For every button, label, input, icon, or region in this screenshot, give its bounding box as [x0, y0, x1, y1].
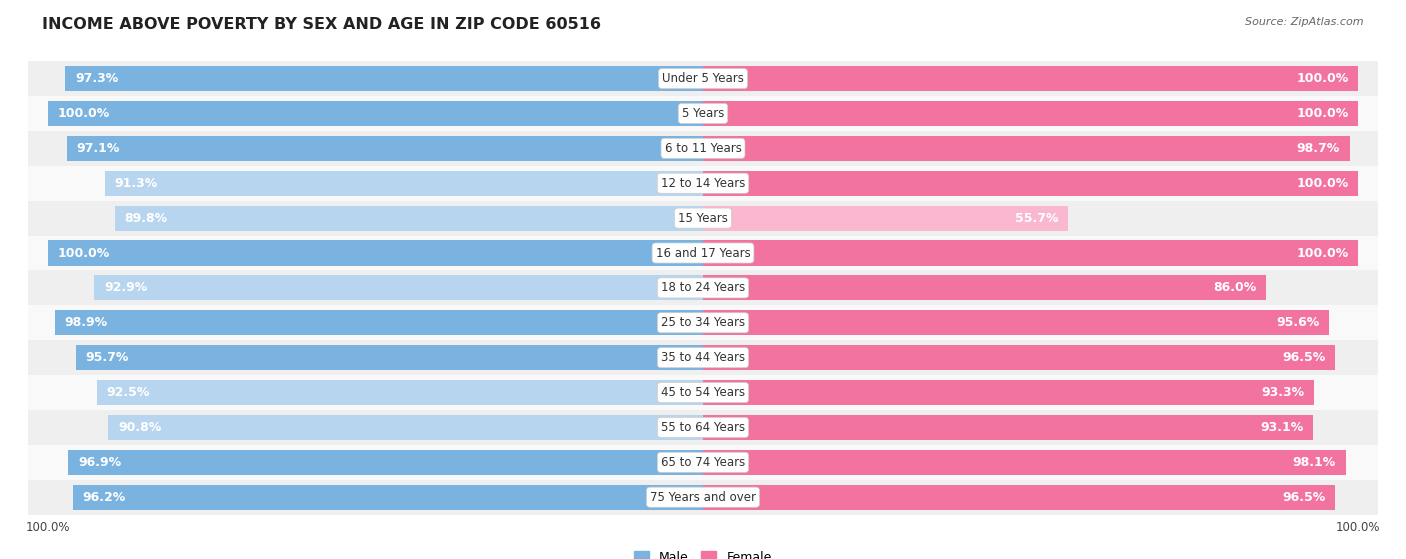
Bar — [94, 276, 703, 300]
Text: 93.1%: 93.1% — [1260, 421, 1303, 434]
Bar — [108, 415, 703, 440]
Bar — [67, 450, 703, 475]
Text: 98.7%: 98.7% — [1296, 142, 1340, 155]
Bar — [703, 101, 1358, 126]
Text: 65 to 74 Years: 65 to 74 Years — [661, 456, 745, 469]
Text: 100.0%: 100.0% — [1296, 247, 1348, 259]
Bar — [55, 310, 703, 335]
Text: 55 to 64 Years: 55 to 64 Years — [661, 421, 745, 434]
Text: 92.5%: 92.5% — [107, 386, 150, 399]
Text: 95.7%: 95.7% — [86, 351, 129, 364]
Bar — [0, 96, 1406, 131]
Bar — [703, 206, 1069, 231]
Text: Under 5 Years: Under 5 Years — [662, 72, 744, 85]
Text: 100.0%: 100.0% — [58, 247, 110, 259]
Bar — [115, 206, 703, 231]
Text: 89.8%: 89.8% — [125, 212, 167, 225]
Text: 97.3%: 97.3% — [76, 72, 118, 85]
Text: 100.0%: 100.0% — [1336, 521, 1381, 534]
Text: 93.3%: 93.3% — [1261, 386, 1305, 399]
Bar — [0, 375, 1406, 410]
Text: 35 to 44 Years: 35 to 44 Years — [661, 351, 745, 364]
Bar — [703, 380, 1315, 405]
Bar — [0, 445, 1406, 480]
Bar — [97, 380, 703, 405]
Bar — [703, 345, 1336, 370]
Text: 96.5%: 96.5% — [1282, 491, 1326, 504]
Text: 100.0%: 100.0% — [58, 107, 110, 120]
Bar — [0, 410, 1406, 445]
Text: 86.0%: 86.0% — [1213, 281, 1257, 295]
Text: 55.7%: 55.7% — [1015, 212, 1059, 225]
Text: INCOME ABOVE POVERTY BY SEX AND AGE IN ZIP CODE 60516: INCOME ABOVE POVERTY BY SEX AND AGE IN Z… — [42, 17, 602, 32]
Text: 6 to 11 Years: 6 to 11 Years — [665, 142, 741, 155]
Text: 15 Years: 15 Years — [678, 212, 728, 225]
Bar — [0, 166, 1406, 201]
Bar — [73, 485, 703, 510]
Bar — [703, 450, 1346, 475]
Bar — [48, 240, 703, 266]
Text: 95.6%: 95.6% — [1277, 316, 1320, 329]
Text: 100.0%: 100.0% — [1296, 72, 1348, 85]
Text: 91.3%: 91.3% — [115, 177, 157, 190]
Text: 5 Years: 5 Years — [682, 107, 724, 120]
Text: 16 and 17 Years: 16 and 17 Years — [655, 247, 751, 259]
Bar — [703, 170, 1358, 196]
Text: Source: ZipAtlas.com: Source: ZipAtlas.com — [1246, 17, 1364, 27]
Bar — [703, 240, 1358, 266]
Bar — [0, 235, 1406, 271]
Legend: Male, Female: Male, Female — [630, 546, 776, 559]
Bar — [48, 101, 703, 126]
Bar — [0, 61, 1406, 96]
Bar — [0, 271, 1406, 305]
Bar — [66, 136, 703, 161]
Text: 25 to 34 Years: 25 to 34 Years — [661, 316, 745, 329]
Text: 96.2%: 96.2% — [83, 491, 125, 504]
Text: 98.9%: 98.9% — [65, 316, 108, 329]
Bar — [703, 136, 1350, 161]
Bar — [703, 485, 1336, 510]
Bar — [0, 131, 1406, 166]
Bar — [105, 170, 703, 196]
Text: 90.8%: 90.8% — [118, 421, 162, 434]
Text: 98.1%: 98.1% — [1292, 456, 1336, 469]
Text: 100.0%: 100.0% — [1296, 177, 1348, 190]
Text: 18 to 24 Years: 18 to 24 Years — [661, 281, 745, 295]
Bar — [0, 305, 1406, 340]
Bar — [703, 276, 1267, 300]
Bar — [76, 345, 703, 370]
Text: 12 to 14 Years: 12 to 14 Years — [661, 177, 745, 190]
Text: 45 to 54 Years: 45 to 54 Years — [661, 386, 745, 399]
Bar — [0, 340, 1406, 375]
Text: 100.0%: 100.0% — [25, 521, 70, 534]
Bar — [703, 310, 1330, 335]
Bar — [0, 480, 1406, 515]
Text: 97.1%: 97.1% — [76, 142, 120, 155]
Text: 96.5%: 96.5% — [1282, 351, 1326, 364]
Bar — [0, 201, 1406, 235]
Bar — [703, 415, 1313, 440]
Text: 96.9%: 96.9% — [77, 456, 121, 469]
Text: 75 Years and over: 75 Years and over — [650, 491, 756, 504]
Bar — [703, 66, 1358, 91]
Text: 100.0%: 100.0% — [1296, 107, 1348, 120]
Text: 92.9%: 92.9% — [104, 281, 148, 295]
Bar — [66, 66, 703, 91]
